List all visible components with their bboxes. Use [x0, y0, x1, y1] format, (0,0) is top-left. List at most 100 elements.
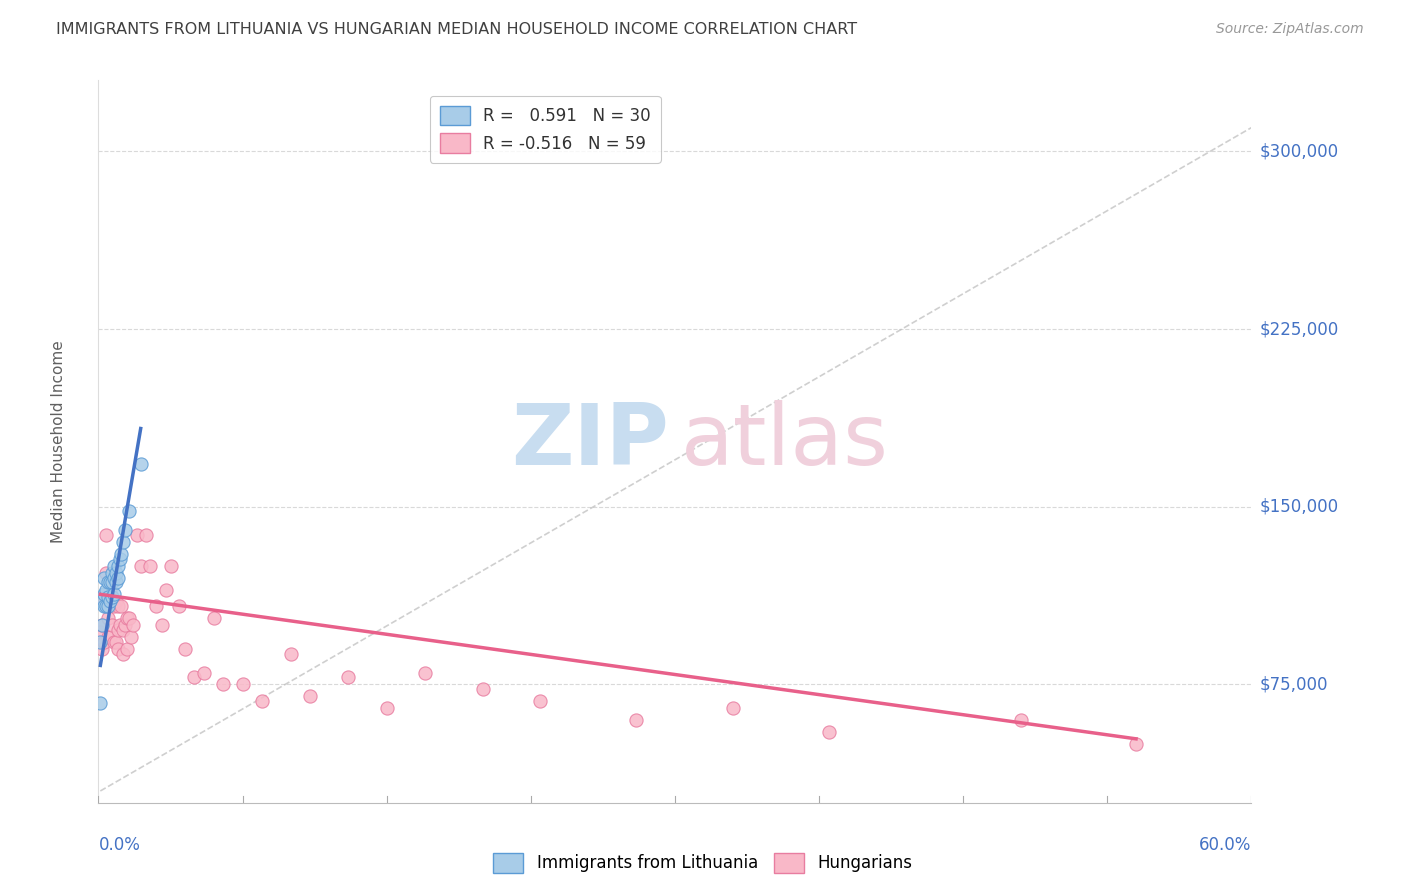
Point [212, 677, 235, 691]
Point [101, 618, 124, 632]
Point [112, 623, 135, 637]
Point [93, 594, 115, 608]
Legend: Immigrants from Lithuania, Hungarians: Immigrants from Lithuania, Hungarians [486, 847, 920, 880]
Point [104, 634, 127, 648]
Point [94, 599, 117, 614]
Point [93, 634, 115, 648]
Point [107, 599, 129, 614]
Point [145, 599, 167, 614]
Point [122, 618, 145, 632]
Point [529, 694, 551, 708]
Legend: R =   0.591   N = 30, R = -0.516   N = 59: R = 0.591 N = 30, R = -0.516 N = 59 [430, 95, 661, 162]
Point [337, 670, 360, 684]
Text: $300,000: $300,000 [1260, 143, 1339, 161]
Point [91, 641, 114, 656]
Point [104, 566, 127, 580]
Point [1010, 713, 1032, 727]
Point [97, 630, 120, 644]
Point [110, 547, 132, 561]
Point [89, 634, 111, 648]
Point [93, 599, 115, 614]
Text: Median Household Income: Median Household Income [51, 340, 66, 543]
Point [101, 575, 124, 590]
Point [91, 594, 114, 608]
Point [135, 528, 157, 542]
Point [167, 599, 190, 614]
Point [93, 571, 115, 585]
Point [183, 670, 205, 684]
Point [104, 594, 127, 608]
Point [97, 611, 120, 625]
Point [155, 582, 177, 597]
Point [103, 587, 125, 601]
Point [103, 634, 125, 648]
Point [117, 641, 139, 656]
Point [721, 701, 744, 715]
Point [107, 623, 129, 637]
Text: $75,000: $75,000 [1260, 675, 1329, 693]
Point [231, 677, 254, 691]
Point [97, 587, 120, 601]
Point [89, 625, 111, 640]
Point [94, 528, 117, 542]
Point [112, 535, 135, 549]
Point [160, 558, 183, 573]
Point [114, 618, 136, 632]
Point [817, 724, 839, 739]
Point [98, 594, 121, 608]
Point [298, 689, 321, 703]
Text: $225,000: $225,000 [1260, 320, 1339, 338]
Point [118, 504, 141, 518]
Point [112, 647, 135, 661]
Point [110, 599, 132, 614]
Point [98, 582, 121, 597]
Point [118, 611, 141, 625]
Text: $150,000: $150,000 [1260, 498, 1339, 516]
Point [150, 618, 173, 632]
Point [93, 587, 115, 601]
Point [94, 582, 117, 597]
Point [101, 590, 124, 604]
Point [129, 558, 152, 573]
Point [107, 558, 129, 573]
Point [101, 566, 124, 580]
Text: IMMIGRANTS FROM LITHUANIA VS HUNGARIAN MEDIAN HOUSEHOLD INCOME CORRELATION CHART: IMMIGRANTS FROM LITHUANIA VS HUNGARIAN M… [56, 22, 858, 37]
Text: atlas: atlas [681, 400, 889, 483]
Point [94, 566, 117, 580]
Point [375, 701, 398, 715]
Point [103, 558, 125, 573]
Point [97, 590, 120, 604]
Point [626, 713, 648, 727]
Point [98, 575, 121, 590]
Point [174, 641, 197, 656]
Point [108, 551, 131, 566]
Point [97, 575, 120, 590]
Point [202, 611, 225, 625]
Point [98, 630, 121, 644]
Point [471, 682, 494, 697]
Point [117, 611, 139, 625]
Point [101, 590, 124, 604]
Point [91, 618, 114, 632]
Point [280, 647, 302, 661]
Point [91, 618, 114, 632]
Point [413, 665, 436, 680]
Point [89, 696, 111, 710]
Text: Source: ZipAtlas.com: Source: ZipAtlas.com [1216, 22, 1364, 37]
Point [193, 665, 215, 680]
Text: 0.0%: 0.0% [98, 836, 141, 854]
Point [250, 694, 273, 708]
Text: 60.0%: 60.0% [1199, 836, 1251, 854]
Point [103, 571, 125, 585]
Point [104, 575, 127, 590]
Point [1125, 737, 1147, 751]
Point [103, 599, 125, 614]
Point [108, 618, 131, 632]
Point [129, 457, 152, 471]
Point [107, 571, 129, 585]
Text: ZIP: ZIP [512, 400, 669, 483]
Point [125, 528, 148, 542]
Point [114, 524, 136, 538]
Point [120, 630, 142, 644]
Point [107, 641, 129, 656]
